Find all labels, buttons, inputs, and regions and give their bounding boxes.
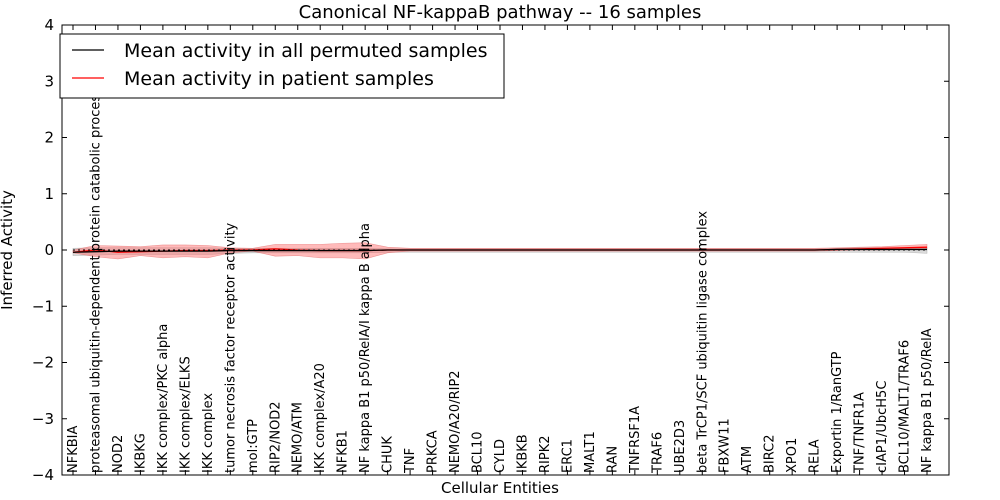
- x-category-label: proteasomal ubiquitin-dependent protein …: [88, 88, 103, 473]
- y-tick-label: 1: [44, 185, 54, 203]
- y-tick-label: −1: [32, 297, 54, 315]
- y-tick-label: 2: [44, 129, 54, 147]
- x-category-label: RIPK2: [538, 435, 553, 473]
- x-category-label: IKK complex: [201, 393, 216, 473]
- x-category-label: MALT1: [583, 431, 598, 473]
- y-axis: −4 −3 −2 −1 0 1 2 3 4: [32, 16, 949, 484]
- x-category-label: BCL10/MALT1/TRAF6: [898, 340, 913, 473]
- x-category-label: NF kappa B1 p50/RelA/I kappa B alpha: [358, 223, 373, 473]
- x-category-label: tumor necrosis factor receptor activity: [223, 222, 238, 473]
- x-category-label: RAN: [605, 446, 620, 473]
- x-category-label: IKK complex/PKC alpha: [156, 324, 171, 473]
- x-category-label: IKK complex/ELKS: [178, 356, 193, 473]
- y-tick-label: −2: [32, 354, 54, 372]
- x-category-label: NOD2: [111, 435, 126, 473]
- legend-label-permuted: Mean activity in all permuted samples: [124, 40, 487, 62]
- legend-label-patient: Mean activity in patient samples: [124, 68, 434, 90]
- x-category-label: RIP2/NOD2: [268, 401, 283, 473]
- x-category-label: NEMO/A20/RIP2: [448, 370, 463, 473]
- x-category-label: NF kappa B1 p50/RelA: [920, 328, 935, 473]
- x-category-label: IKBKG: [133, 433, 148, 473]
- x-category-label: TNFRSF1A: [628, 406, 643, 474]
- series-lines: [72, 246, 928, 253]
- x-category-label: TNF/TNFR1A: [853, 392, 868, 474]
- x-category-label: BCL10: [471, 431, 486, 473]
- x-category-label: RELA: [808, 439, 823, 473]
- legend: Mean activity in all permuted samples Me…: [59, 33, 505, 99]
- x-category-label: mol:GTP: [246, 419, 261, 473]
- x-category-label: beta TrCP1/SCF ubiquitin ligase complex: [695, 211, 710, 473]
- x-category-label: IKK complex/A20: [313, 363, 328, 473]
- x-category-label: ATM: [740, 446, 755, 473]
- legend-box: [59, 33, 505, 99]
- x-category-label: IKBKB: [515, 434, 530, 473]
- x-axis-title: Cellular Entities: [441, 479, 559, 497]
- x-category-label: FBXW11: [718, 418, 733, 473]
- x-category-label: cIAP1/UbcH5C: [875, 381, 890, 473]
- y-tick-label: −4: [32, 466, 54, 484]
- x-category-label: BIRC2: [763, 435, 778, 474]
- x-category-label: PRKCA: [426, 430, 441, 473]
- y-tick-label: 3: [44, 72, 54, 90]
- x-category-label: XPO1: [785, 438, 800, 473]
- x-category-label: TRAF6: [650, 432, 665, 474]
- x-category-label: Exportin 1/RanGTP: [830, 351, 845, 473]
- x-category-label: ERC1: [560, 439, 575, 473]
- y-tick-label: 0: [44, 241, 54, 259]
- x-category-label: NFKB1: [336, 430, 351, 473]
- y-tick-label: 4: [44, 16, 54, 34]
- x-category-label: TNF: [403, 448, 418, 474]
- x-axis: NFKBIA proteasomal ubiquitin-dependent pr…: [66, 25, 935, 475]
- y-tick-label: −3: [32, 410, 54, 428]
- chart-title: Canonical NF-kappaB pathway -- 16 sample…: [299, 2, 702, 23]
- x-category-label: NFKBIA: [66, 426, 81, 473]
- x-category-label: UBE2D3: [673, 420, 688, 473]
- y-axis-title: Inferred Activity: [0, 190, 16, 310]
- x-category-label: CHUK: [381, 436, 396, 473]
- x-category-label: CYLD: [493, 439, 508, 473]
- x-category-label: NEMO/ATM: [291, 402, 306, 473]
